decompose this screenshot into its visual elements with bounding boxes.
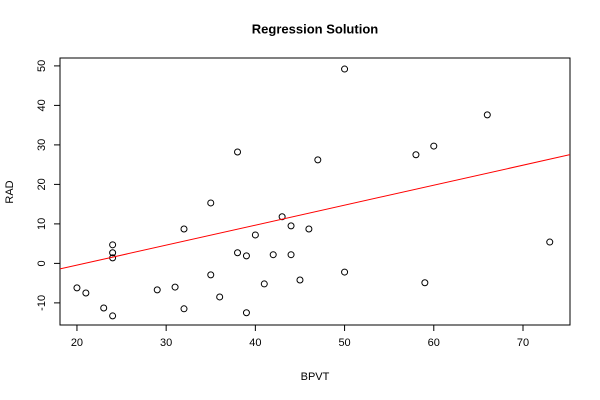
point bbox=[242, 252, 250, 260]
x-tick-label: 40 bbox=[249, 337, 261, 349]
point bbox=[483, 111, 491, 119]
x-tick-label: 20 bbox=[71, 337, 83, 349]
plot-frame bbox=[59, 57, 571, 326]
y-tick-label: 50 bbox=[36, 60, 48, 72]
point bbox=[430, 142, 438, 150]
point bbox=[546, 238, 554, 246]
point bbox=[73, 284, 81, 292]
point bbox=[234, 148, 242, 156]
x-tick-label: 70 bbox=[517, 337, 529, 349]
point bbox=[180, 225, 188, 233]
point bbox=[171, 283, 179, 291]
point bbox=[412, 151, 420, 159]
y-tick-label: 0 bbox=[36, 260, 48, 266]
point bbox=[109, 249, 117, 257]
point bbox=[180, 305, 188, 313]
point bbox=[287, 222, 295, 230]
x-tick-label: 50 bbox=[338, 337, 350, 349]
point bbox=[207, 271, 215, 279]
x-tick-label: 30 bbox=[160, 337, 172, 349]
chart-title: Regression Solution bbox=[252, 21, 378, 36]
x-tick-label: 60 bbox=[428, 337, 440, 349]
point bbox=[251, 231, 259, 239]
point bbox=[100, 304, 108, 312]
point bbox=[207, 199, 215, 207]
point bbox=[234, 249, 242, 257]
y-tick-label: 30 bbox=[36, 139, 48, 151]
point bbox=[341, 65, 349, 73]
y-tick-label: 10 bbox=[36, 218, 48, 230]
point bbox=[260, 280, 268, 288]
point bbox=[82, 289, 90, 297]
point bbox=[314, 156, 322, 164]
y-tick-label: 40 bbox=[36, 99, 48, 111]
point bbox=[153, 286, 161, 294]
y-tick-label: -10 bbox=[36, 295, 48, 311]
point bbox=[341, 268, 349, 276]
point bbox=[109, 312, 117, 320]
point bbox=[269, 251, 277, 259]
point bbox=[421, 279, 429, 287]
point bbox=[109, 241, 117, 249]
point bbox=[287, 251, 295, 259]
regression-line bbox=[60, 154, 570, 270]
point bbox=[242, 309, 250, 317]
point bbox=[278, 213, 286, 221]
point bbox=[216, 293, 224, 301]
y-axis-label: RAD bbox=[4, 180, 16, 203]
x-axis-label: BPVT bbox=[301, 371, 330, 383]
point bbox=[305, 225, 313, 233]
point bbox=[296, 276, 304, 284]
y-tick-label: 20 bbox=[36, 178, 48, 190]
